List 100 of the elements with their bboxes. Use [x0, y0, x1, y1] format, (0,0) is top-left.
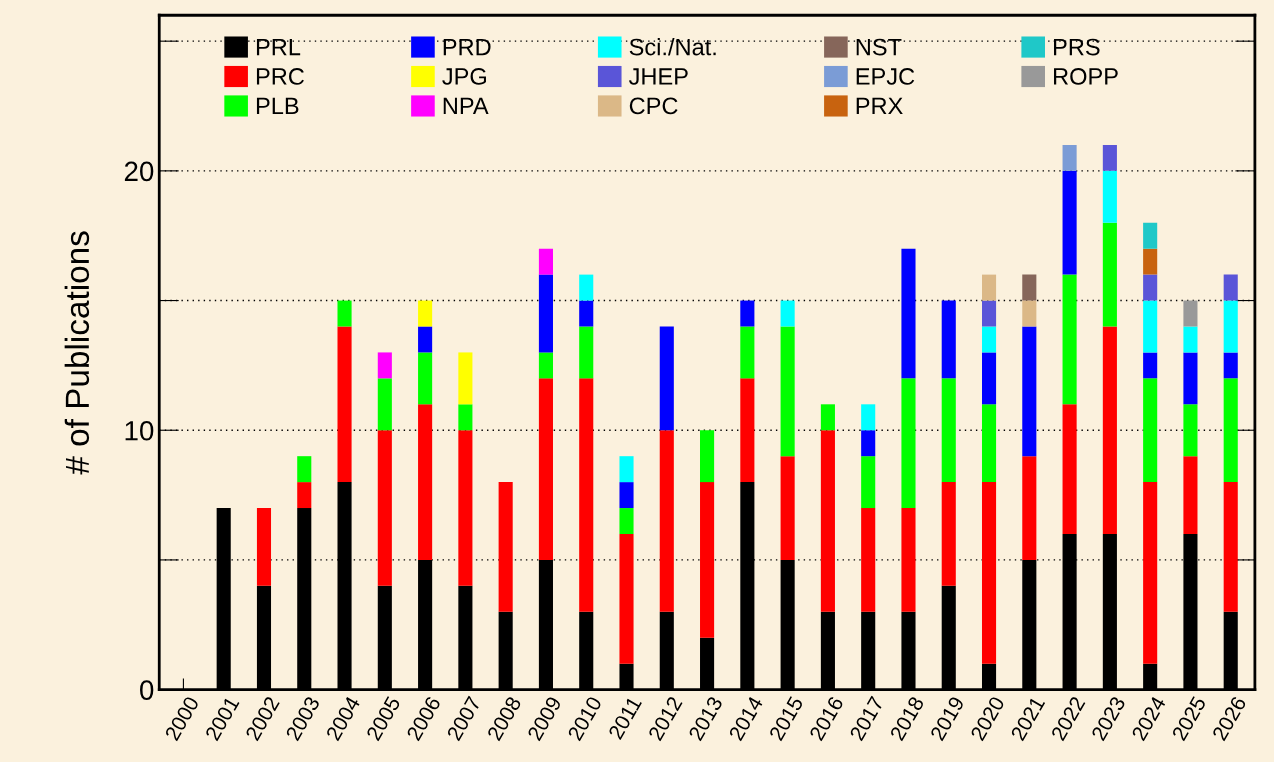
bar — [981, 326, 997, 353]
bar — [1223, 300, 1238, 353]
bar — [418, 300, 433, 327]
bar — [941, 482, 956, 586]
bar — [1223, 274, 1238, 301]
bar — [1143, 274, 1158, 301]
bar — [1183, 456, 1198, 534]
bar — [700, 430, 715, 483]
legend-label: PRD — [443, 38, 491, 56]
bar — [1022, 274, 1037, 301]
y-tick-label: 20 — [124, 161, 154, 182]
bar — [1143, 248, 1158, 275]
bar — [659, 430, 674, 612]
bar — [700, 482, 715, 638]
bar — [458, 352, 473, 405]
bar — [538, 378, 553, 560]
bar — [1062, 170, 1077, 275]
bar — [1022, 326, 1037, 457]
legend-label: JPG — [442, 68, 486, 85]
legend-label: PRS — [1054, 38, 1100, 56]
bar — [377, 352, 392, 379]
bar — [418, 404, 433, 560]
bar — [538, 352, 553, 379]
bar — [619, 456, 634, 483]
bar — [458, 430, 473, 586]
bar — [1022, 456, 1037, 560]
bar — [337, 326, 352, 483]
bar — [780, 326, 795, 457]
bar — [1102, 222, 1117, 327]
bar — [1143, 378, 1158, 483]
bar — [579, 378, 594, 612]
legend-label: PRX — [856, 97, 903, 115]
legend-label: NST — [856, 38, 902, 56]
legend-label: EPJC — [856, 68, 915, 85]
bar — [861, 508, 876, 612]
bar — [1102, 144, 1117, 171]
bar — [1183, 352, 1198, 405]
bar — [458, 404, 473, 431]
bar — [820, 430, 835, 612]
bar — [297, 456, 312, 483]
bar — [659, 326, 674, 431]
bar — [418, 352, 433, 405]
bar — [1143, 482, 1158, 664]
bar — [337, 300, 352, 327]
bar — [538, 248, 553, 275]
bar — [981, 274, 997, 301]
bar — [1143, 222, 1158, 249]
bar — [1143, 352, 1158, 379]
bar — [538, 274, 553, 353]
legend-label: Sci./Nat. — [629, 38, 716, 56]
bar — [619, 508, 634, 534]
bar — [1143, 300, 1158, 353]
bar — [780, 300, 795, 327]
bar — [901, 508, 916, 612]
bar — [1223, 378, 1238, 483]
bar — [981, 404, 997, 483]
bar — [901, 248, 916, 379]
bar — [418, 326, 433, 353]
legend-label: JHEP — [628, 68, 688, 85]
bar — [780, 456, 795, 560]
legend-label: NPA — [443, 97, 489, 115]
bar — [619, 533, 634, 664]
bar — [941, 378, 956, 483]
bar — [377, 430, 392, 586]
bar — [579, 274, 594, 301]
legend-label: CPC — [629, 97, 678, 115]
bar — [941, 300, 956, 379]
bar — [1062, 404, 1077, 534]
bar — [1062, 274, 1077, 405]
bar — [1223, 482, 1238, 612]
bar — [297, 482, 312, 509]
y-tick-label: 0 — [140, 680, 154, 700]
bar — [820, 404, 835, 431]
bar — [256, 508, 272, 586]
bar — [1183, 300, 1198, 327]
legend-label: PRL — [256, 38, 301, 56]
bar — [1102, 326, 1117, 534]
bar — [740, 378, 755, 483]
bar — [740, 300, 755, 327]
bar — [579, 326, 594, 379]
bar — [619, 482, 634, 509]
bar — [1183, 326, 1198, 353]
bar — [1022, 300, 1037, 327]
bar — [740, 326, 755, 379]
bar — [1183, 404, 1198, 457]
bar — [861, 404, 876, 431]
bar — [981, 482, 997, 664]
legend-label: PRC — [256, 68, 304, 85]
bar — [861, 430, 876, 457]
bar — [1062, 144, 1077, 171]
legend-label: PLB — [256, 97, 299, 115]
bar — [1102, 170, 1117, 223]
bar — [861, 456, 876, 509]
bar — [901, 378, 916, 509]
legend-label: ROPP — [1054, 68, 1118, 85]
y-axis-title: # of Publications — [64, 231, 90, 475]
y-tick-label: 10 — [125, 420, 154, 441]
bar — [377, 378, 392, 431]
bar — [981, 352, 997, 405]
bar — [498, 482, 513, 612]
